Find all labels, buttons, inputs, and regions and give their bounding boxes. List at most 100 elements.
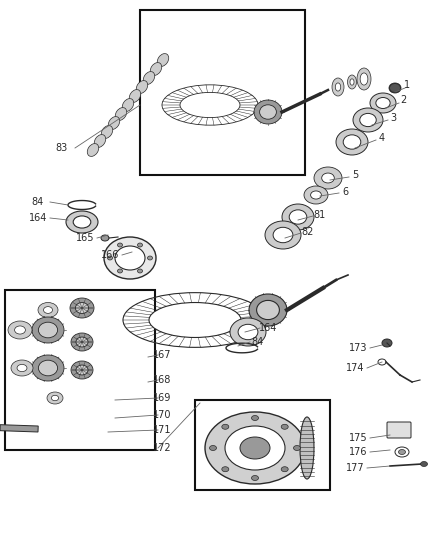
Ellipse shape <box>353 108 383 132</box>
Text: 4: 4 <box>379 133 385 143</box>
Ellipse shape <box>70 298 94 318</box>
Text: 174: 174 <box>346 363 364 373</box>
Text: 169: 169 <box>153 393 171 403</box>
Ellipse shape <box>66 211 98 233</box>
Ellipse shape <box>38 303 58 318</box>
Text: 171: 171 <box>153 425 171 435</box>
Text: 167: 167 <box>153 350 171 360</box>
Ellipse shape <box>143 71 155 84</box>
Ellipse shape <box>101 235 109 241</box>
Text: 164: 164 <box>259 323 277 333</box>
Ellipse shape <box>108 117 120 130</box>
Ellipse shape <box>370 93 396 113</box>
Ellipse shape <box>347 75 357 89</box>
Ellipse shape <box>101 126 113 139</box>
Ellipse shape <box>392 86 398 90</box>
Text: 3: 3 <box>390 113 396 123</box>
FancyBboxPatch shape <box>387 422 411 438</box>
Ellipse shape <box>73 216 91 228</box>
Ellipse shape <box>251 416 258 421</box>
Ellipse shape <box>293 446 300 450</box>
Ellipse shape <box>209 446 216 450</box>
Ellipse shape <box>314 167 342 189</box>
Text: 84: 84 <box>32 197 44 207</box>
Text: 6: 6 <box>342 187 348 197</box>
Ellipse shape <box>336 83 341 91</box>
Ellipse shape <box>150 62 162 75</box>
Bar <box>0 425 38 432</box>
Ellipse shape <box>122 99 134 111</box>
Ellipse shape <box>157 54 169 67</box>
Bar <box>140 10 305 175</box>
Ellipse shape <box>75 303 88 313</box>
Ellipse shape <box>389 83 401 93</box>
Text: 82: 82 <box>302 227 314 237</box>
Ellipse shape <box>249 294 287 326</box>
Ellipse shape <box>240 437 270 459</box>
Text: 166: 166 <box>101 250 119 260</box>
Ellipse shape <box>180 92 240 118</box>
Ellipse shape <box>257 301 279 320</box>
Ellipse shape <box>376 98 390 109</box>
Text: 84: 84 <box>252 337 264 347</box>
Ellipse shape <box>230 318 266 346</box>
Ellipse shape <box>420 462 427 466</box>
Ellipse shape <box>222 424 229 429</box>
Text: 1: 1 <box>404 80 410 90</box>
Text: 164: 164 <box>29 213 47 223</box>
Ellipse shape <box>300 417 314 479</box>
Ellipse shape <box>281 467 288 472</box>
Ellipse shape <box>115 108 127 120</box>
Ellipse shape <box>14 326 25 334</box>
Ellipse shape <box>265 221 301 249</box>
Ellipse shape <box>32 355 64 381</box>
Ellipse shape <box>71 333 93 351</box>
Ellipse shape <box>8 321 32 339</box>
Ellipse shape <box>378 359 386 365</box>
Ellipse shape <box>17 365 27 372</box>
Ellipse shape <box>138 243 142 247</box>
Ellipse shape <box>138 269 142 273</box>
Ellipse shape <box>289 210 307 224</box>
Ellipse shape <box>238 324 258 340</box>
Text: 173: 173 <box>349 343 367 353</box>
Text: 168: 168 <box>153 375 171 385</box>
Ellipse shape <box>395 447 409 457</box>
Ellipse shape <box>350 79 354 85</box>
Ellipse shape <box>389 84 400 93</box>
Ellipse shape <box>304 186 328 204</box>
Ellipse shape <box>205 412 305 484</box>
Ellipse shape <box>360 114 376 127</box>
Ellipse shape <box>47 392 63 404</box>
Bar <box>195 400 330 490</box>
Ellipse shape <box>136 80 148 93</box>
Bar <box>5 290 155 450</box>
Ellipse shape <box>76 365 88 375</box>
Ellipse shape <box>273 227 293 243</box>
Ellipse shape <box>357 68 371 90</box>
Ellipse shape <box>260 105 276 119</box>
Ellipse shape <box>129 90 141 102</box>
Text: 81: 81 <box>314 210 326 220</box>
Text: 5: 5 <box>352 170 358 180</box>
Ellipse shape <box>11 360 33 376</box>
Ellipse shape <box>311 191 321 199</box>
Ellipse shape <box>107 256 113 260</box>
Ellipse shape <box>104 237 156 279</box>
Ellipse shape <box>149 303 241 337</box>
Ellipse shape <box>51 395 59 401</box>
Ellipse shape <box>148 256 152 260</box>
Ellipse shape <box>282 204 314 230</box>
Text: 176: 176 <box>349 447 367 457</box>
Ellipse shape <box>117 243 123 247</box>
Text: 175: 175 <box>349 433 367 443</box>
Ellipse shape <box>360 73 368 85</box>
Ellipse shape <box>71 361 93 379</box>
Ellipse shape <box>225 426 285 470</box>
Text: 172: 172 <box>153 443 171 453</box>
Ellipse shape <box>32 317 64 343</box>
Ellipse shape <box>343 135 361 149</box>
Ellipse shape <box>281 424 288 429</box>
Text: 170: 170 <box>153 410 171 420</box>
Ellipse shape <box>336 129 368 155</box>
